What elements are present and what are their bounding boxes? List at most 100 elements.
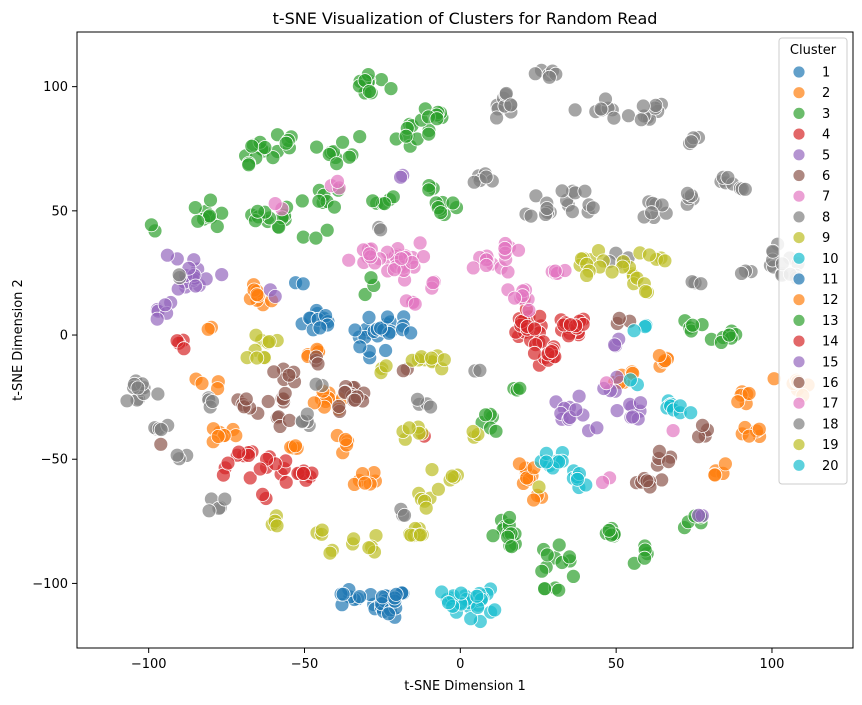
- data-point-cluster-7: [599, 375, 614, 391]
- data-point-cluster-7: [362, 246, 377, 262]
- data-point-cluster-3: [308, 230, 324, 246]
- data-point-cluster-2: [512, 456, 527, 472]
- data-point-cluster-7: [393, 251, 409, 267]
- data-point-cluster-1: [312, 320, 328, 336]
- data-point-cluster-2: [652, 348, 667, 364]
- data-point-cluster-7: [267, 196, 283, 212]
- data-point-cluster-6: [153, 436, 169, 452]
- data-point-cluster-2: [210, 428, 226, 444]
- data-point-cluster-2: [730, 394, 746, 410]
- data-point-cluster-1: [388, 587, 404, 602]
- legend-marker: [792, 65, 806, 79]
- data-point-cluster-2: [249, 287, 265, 303]
- legend-marker: [792, 458, 806, 472]
- data-point-cluster-8: [542, 69, 557, 85]
- data-point-cluster-9: [638, 284, 653, 299]
- data-point-cluster-2: [741, 386, 757, 401]
- data-point-cluster-9: [657, 253, 673, 269]
- legend-label: 13: [822, 314, 839, 329]
- data-point-cluster-8: [693, 276, 709, 292]
- legend-marker: [792, 355, 806, 369]
- data-point-cluster-3: [537, 581, 552, 597]
- data-point-cluster-4: [231, 444, 247, 460]
- legend-label: 16: [822, 376, 839, 391]
- x-tick-label: −100: [131, 657, 167, 672]
- data-point-cluster-2: [718, 456, 733, 472]
- legend-label: 14: [822, 335, 839, 350]
- data-point-cluster-3: [566, 569, 581, 584]
- data-point-cluster-6: [281, 412, 297, 428]
- data-point-cluster-1: [335, 586, 351, 602]
- legend-label: 2: [822, 86, 830, 101]
- data-point-cluster-3: [365, 193, 381, 209]
- data-point-cluster-3: [421, 126, 437, 142]
- data-point-cluster-9: [444, 468, 460, 484]
- data-point-cluster-3: [335, 134, 351, 150]
- data-point-cluster-3: [363, 270, 379, 286]
- data-point-cluster-1: [403, 325, 419, 341]
- data-point-cluster-4: [527, 321, 542, 337]
- legend-marker: [792, 231, 806, 245]
- data-point-cluster-3: [601, 522, 617, 538]
- data-point-cluster-9: [401, 420, 417, 436]
- data-point-cluster-7: [547, 263, 563, 279]
- y-tick-label: −100: [32, 577, 68, 592]
- data-point-cluster-9: [579, 267, 594, 283]
- data-point-cluster-3: [294, 193, 310, 209]
- data-point-cluster-9: [430, 481, 446, 497]
- data-point-cluster-9: [412, 527, 428, 543]
- data-point-cluster-3: [190, 213, 206, 229]
- data-point-cluster-7: [386, 262, 402, 278]
- legend-label: 9: [822, 231, 830, 246]
- data-point-cluster-4: [220, 455, 236, 471]
- legend-marker: [792, 396, 806, 410]
- data-point-cluster-1: [381, 606, 396, 622]
- data-point-cluster-3: [685, 317, 700, 333]
- data-point-cluster-8: [373, 222, 389, 238]
- data-point-cluster-2: [526, 492, 541, 508]
- data-point-cluster-8: [423, 399, 439, 415]
- data-point-cluster-8: [489, 110, 505, 126]
- data-point-cluster-2: [519, 470, 535, 486]
- legend-marker: [792, 438, 806, 452]
- data-point-cluster-5: [188, 278, 204, 294]
- data-point-cluster-8: [169, 447, 185, 463]
- data-point-cluster-7: [665, 423, 681, 439]
- data-point-cluster-10: [672, 398, 688, 414]
- legend-label: 18: [822, 417, 839, 432]
- y-tick-label: 0: [60, 329, 68, 344]
- data-point-cluster-8: [654, 197, 670, 213]
- data-point-cluster-6: [695, 417, 710, 433]
- data-point-cluster-8: [217, 491, 233, 507]
- data-point-cluster-8: [585, 200, 601, 216]
- legend-marker: [792, 376, 806, 389]
- x-tick-label: 100: [760, 657, 785, 672]
- data-point-cluster-9: [604, 264, 620, 280]
- data-point-cluster-1: [352, 339, 368, 355]
- data-point-cluster-5: [267, 288, 283, 304]
- x-axis-label: t-SNE Dimension 1: [404, 679, 526, 694]
- data-point-cluster-1: [352, 589, 368, 604]
- data-point-cluster-5: [633, 395, 648, 411]
- data-point-cluster-9: [424, 462, 440, 478]
- data-point-cluster-7: [595, 474, 610, 490]
- data-point-cluster-7: [412, 235, 428, 251]
- legend-label: 11: [822, 273, 839, 288]
- data-point-cluster-8: [648, 98, 664, 113]
- data-point-cluster-5: [625, 409, 640, 425]
- data-point-cluster-4: [242, 470, 258, 486]
- data-point-cluster-4: [544, 344, 559, 360]
- data-point-cluster-3: [433, 205, 449, 221]
- data-point-cluster-3: [512, 380, 528, 396]
- data-point-cluster-3: [478, 407, 494, 423]
- data-point-cluster-3: [534, 563, 550, 579]
- data-point-cluster-3: [214, 205, 230, 221]
- data-point-cluster-3: [485, 528, 501, 544]
- x-tick-label: −50: [291, 657, 318, 672]
- legend-marker: [792, 189, 806, 203]
- data-point-cluster-5: [568, 402, 584, 418]
- data-point-cluster-9: [269, 518, 285, 534]
- data-point-cluster-8: [527, 66, 543, 82]
- y-tick-label: 100: [43, 80, 68, 95]
- data-point-cluster-2: [338, 432, 354, 447]
